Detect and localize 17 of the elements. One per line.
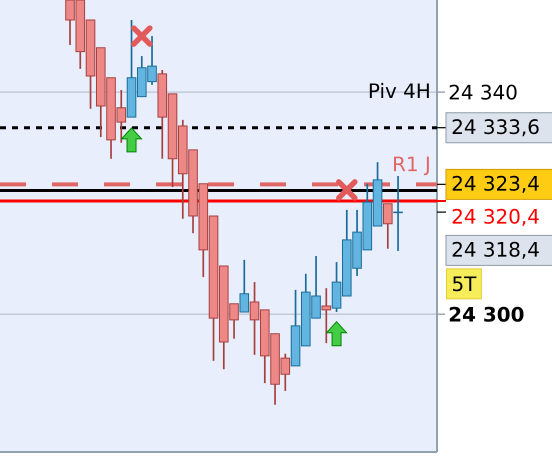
point [121,127,142,152]
point [131,25,153,47]
ref-line-label: 24 323,4 [452,176,539,193]
ref-line-label: 24 320,4 [452,208,539,226]
text: 5T [453,276,476,292]
y-tick-label: 24 340 [450,84,517,100]
point [326,321,348,346]
y-tick-label: 24 300 [450,306,524,322]
point [336,179,358,201]
annotation: Piv 4H [370,82,429,98]
candlestick [321,287,332,344]
candlestick [239,259,250,313]
ref-line-label: 24 333,6 [452,119,539,136]
candlestick [393,175,403,252]
candlestick [383,202,393,250]
text: 24 318,4 [452,242,539,259]
annotation: R1 J [394,156,429,176]
